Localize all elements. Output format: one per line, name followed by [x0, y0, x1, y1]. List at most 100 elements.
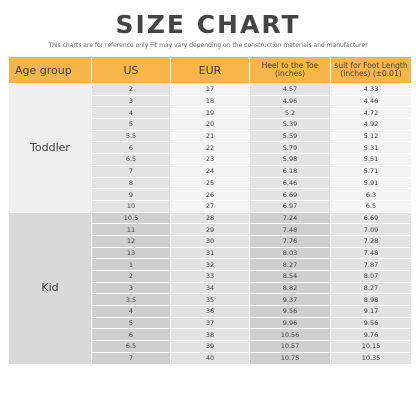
table-row: 9 26 6.69 6.3 — [9, 189, 411, 200]
us-cell: 13 — [92, 247, 170, 259]
eur-cell: 34 — [171, 282, 249, 294]
eur-cell: 37 — [171, 317, 249, 329]
page-title: SIZE CHART — [115, 10, 301, 39]
table-row: 4 36 9.56 9.17 — [9, 306, 411, 317]
header-heel-line2: (inches) — [274, 69, 306, 78]
heel-cell: 6.46 — [250, 177, 330, 189]
heel-cell: 7.76 — [250, 235, 330, 247]
heel-cell: 10.57 — [250, 341, 330, 352]
heel-cell: 6.69 — [250, 189, 330, 200]
foot-cell: 5.71 — [331, 165, 411, 177]
eur-cell: 28 — [171, 212, 249, 224]
heel-cell: 6.97 — [250, 200, 330, 212]
foot-cell: 9.76 — [331, 329, 411, 341]
table-row: 3.5 35 9.37 8.98 — [9, 294, 411, 306]
us-cell: 5.5 — [92, 130, 170, 142]
foot-cell: 8.07 — [331, 271, 411, 282]
table-row: Kid 10.5 28 7.24 6.69 — [9, 212, 411, 364]
heel-cell: 8.27 — [250, 259, 330, 270]
table-row: 10 27 6.97 6.5 — [9, 200, 411, 212]
table-row: 12 30 7.76 7.28 — [9, 235, 411, 247]
us-cell: 2 — [92, 271, 170, 282]
heel-cell: 4.96 — [250, 95, 330, 107]
eur-cell: 18 — [171, 95, 249, 107]
heel-cell: 8.03 — [250, 247, 330, 259]
size-chart-body: Toddler 2 17 4.57 4.33 3 18 4.96 4.46 4 19 5.2 4.72 5… — [9, 84, 411, 364]
heel-cell: 5.2 — [250, 107, 330, 119]
eur-cell: 19 — [171, 107, 249, 119]
table-row: 13 31 8.03 7.48 — [9, 247, 411, 259]
foot-cell: 4.92 — [331, 119, 411, 130]
heel-cell: 4.57 — [250, 84, 330, 95]
table-row: 5.5 21 5.59 5.12 — [9, 130, 411, 142]
foot-cell: 4.33 — [331, 84, 411, 95]
heel-cell: 9.96 — [250, 317, 330, 329]
eur-cell: 23 — [171, 154, 249, 165]
heel-cell: 9.56 — [250, 306, 330, 317]
page-subtitle: This charts are for reference only Fit m… — [48, 42, 368, 49]
us-cell: 7 — [92, 165, 170, 177]
size-chart-table: Age group US EUR Heel to the Toe (inches… — [8, 56, 412, 365]
table-row: 6.5 39 10.57 10.15 — [9, 341, 411, 352]
heel-cell: 10.75 — [250, 352, 330, 364]
heel-cell: 8.82 — [250, 282, 330, 294]
header-heel-to-toe: Heel to the Toe (inches) — [250, 57, 330, 83]
us-cell: 3 — [92, 95, 170, 107]
foot-cell: 5.12 — [331, 130, 411, 142]
table-row: Toddler 2 17 4.57 4.33 — [9, 84, 411, 212]
heel-cell: 5.98 — [250, 154, 330, 165]
us-cell: 10.5 — [92, 212, 170, 224]
header-foot-length: suit for Foot Length (inches) (±0.01) — [331, 57, 411, 83]
header-heel-line1: Heel to the Toe — [261, 61, 319, 70]
foot-cell: 7.09 — [331, 224, 411, 235]
table-row: 8 25 6.46 5.91 — [9, 177, 411, 189]
eur-cell: 27 — [171, 200, 249, 212]
eur-cell: 38 — [171, 329, 249, 341]
eur-cell: 40 — [171, 352, 249, 364]
foot-cell: 4.72 — [331, 107, 411, 119]
heel-cell: 5.59 — [250, 130, 330, 142]
foot-cell: 6.3 — [331, 189, 411, 200]
us-cell: 6 — [92, 142, 170, 154]
heel-cell: 10.56 — [250, 329, 330, 341]
header-us: US — [92, 57, 170, 83]
foot-cell: 8.27 — [331, 282, 411, 294]
foot-cell: 6.69 — [331, 212, 411, 224]
us-cell: 9 — [92, 189, 170, 200]
header-row: Age group US EUR Heel to the Toe (inches… — [9, 57, 411, 83]
eur-cell: 31 — [171, 247, 249, 259]
foot-cell: 10.35 — [331, 352, 411, 364]
foot-cell: 9.17 — [331, 306, 411, 317]
heel-cell: 8.54 — [250, 271, 330, 282]
foot-cell: 6.5 — [331, 200, 411, 212]
us-cell: 7 — [92, 352, 170, 364]
table-row: 6 38 10.56 9.76 — [9, 329, 411, 341]
foot-cell: 9.56 — [331, 317, 411, 329]
heel-cell: 5.39 — [250, 119, 330, 130]
us-cell: 6.5 — [92, 154, 170, 165]
heel-cell: 7.24 — [250, 212, 330, 224]
foot-cell: 10.15 — [331, 341, 411, 352]
us-cell: 1 — [92, 259, 170, 270]
eur-cell: 35 — [171, 294, 249, 306]
us-cell: 12 — [92, 235, 170, 247]
us-cell: 5 — [92, 119, 170, 130]
us-cell: 8 — [92, 177, 170, 189]
us-cell: 6 — [92, 329, 170, 341]
us-cell: 5 — [92, 317, 170, 329]
foot-cell: 5.31 — [331, 142, 411, 154]
age-group-cell: Kid — [9, 212, 91, 364]
foot-cell: 8.98 — [331, 294, 411, 306]
table-row: 6 22 5.79 5.31 — [9, 142, 411, 154]
eur-cell: 26 — [171, 189, 249, 200]
eur-cell: 22 — [171, 142, 249, 154]
header-foot-line2: (inches) (±0.01) — [340, 69, 402, 78]
us-cell: 3.5 — [92, 294, 170, 306]
eur-cell: 39 — [171, 341, 249, 352]
header-eur: EUR — [171, 57, 249, 83]
eur-cell: 32 — [171, 259, 249, 270]
table-row: 11 29 7.48 7.09 — [9, 224, 411, 235]
us-cell: 4 — [92, 107, 170, 119]
table-row: 5 20 5.39 4.92 — [9, 119, 411, 130]
heel-cell: 6.18 — [250, 165, 330, 177]
